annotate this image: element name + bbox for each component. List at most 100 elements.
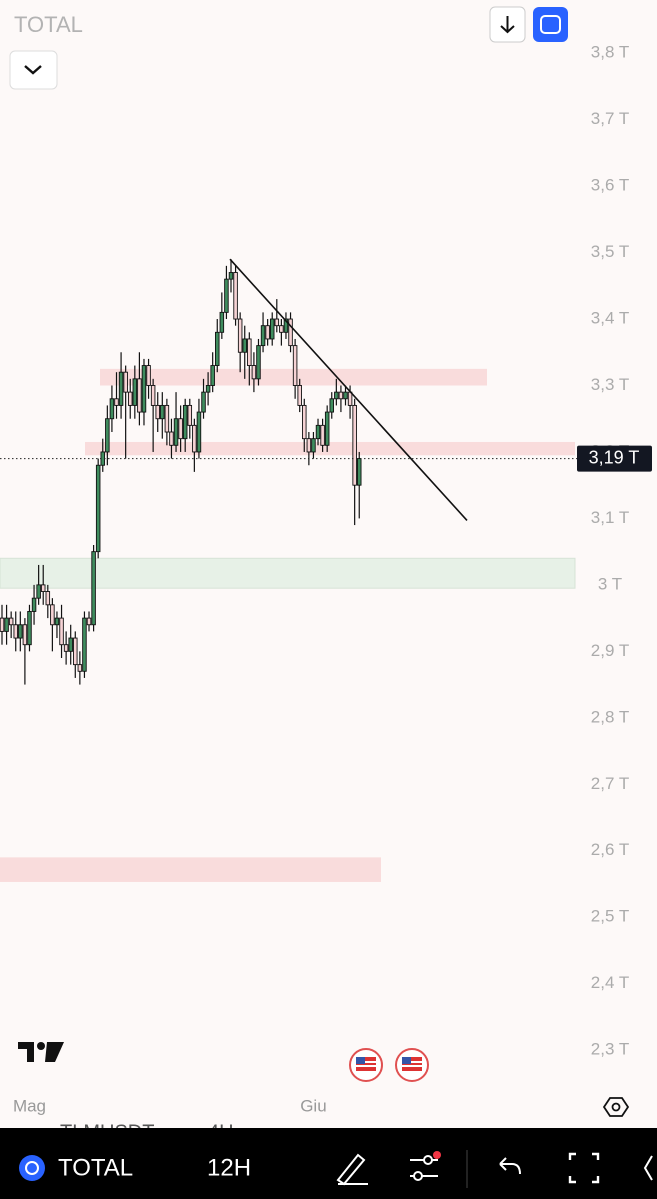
candle-body: [228, 272, 234, 280]
y-tick-label: 3,8 T: [591, 43, 629, 62]
candle-body: [95, 464, 101, 553]
candle-body: [22, 624, 28, 646]
dropdown-button[interactable]: [9, 50, 58, 90]
zone: [0, 857, 381, 882]
candle-body: [233, 272, 238, 320]
y-tick-label: 2,4 T: [591, 973, 629, 992]
y-tick-label: 3,1 T: [591, 508, 629, 527]
candle-body: [251, 365, 257, 380]
candle-body: [150, 385, 156, 406]
candle-body: [50, 604, 55, 626]
candle-body: [132, 378, 138, 406]
y-tick-label: 2,3 T: [591, 1040, 629, 1059]
candle-body: [196, 411, 202, 453]
y-tick-label: 3,4 T: [591, 309, 629, 328]
candle-body: [205, 385, 211, 393]
overlay: 3,19 T: [0, 258, 652, 521]
y-tick-label: 2,9 T: [591, 641, 629, 660]
candle-body: [288, 318, 293, 347]
candle-body: [343, 391, 348, 400]
candle-body: [292, 345, 298, 386]
candle-body: [73, 637, 78, 666]
last-price-badge: [577, 445, 652, 472]
candle-body: [118, 371, 124, 406]
candle-body: [315, 424, 321, 440]
zone: [85, 441, 575, 456]
candle-body: [54, 617, 60, 626]
last-price-label: 3,19 T: [589, 447, 640, 467]
event-flag[interactable]: [349, 1048, 383, 1082]
candle-body: [279, 325, 284, 333]
candle-body: [334, 391, 339, 400]
candle-body: [59, 617, 64, 646]
candle-body: [242, 338, 247, 353]
candle-body: [224, 278, 229, 313]
candle-body: [182, 404, 188, 440]
candle-body: [311, 438, 316, 453]
candle-body: [215, 331, 220, 366]
download-button[interactable]: [489, 6, 526, 43]
candle-body: [173, 418, 179, 446]
candle-body: [127, 391, 133, 406]
candle-body: [192, 424, 197, 453]
y-tick-label: 2,6 T: [591, 840, 629, 859]
y-tick-label: 2,8 T: [591, 707, 629, 726]
candle-body: [297, 385, 302, 406]
y-tick-label: 2,7 T: [591, 774, 629, 793]
y-tick-label: 3,6 T: [591, 176, 629, 195]
candle-body: [164, 404, 170, 433]
candle-body: [265, 325, 270, 340]
candle-body: [324, 411, 330, 446]
candle-body: [274, 318, 280, 327]
candle-body: [141, 365, 147, 413]
candle-body: [36, 584, 41, 599]
settings-button[interactable]: [602, 1097, 630, 1117]
y-tick-label: 3 T: [598, 574, 622, 593]
candle-body: [169, 431, 174, 446]
candles: [0, 259, 362, 685]
candle-body: [306, 438, 312, 453]
candle-body: [82, 617, 87, 672]
y-tick-label: 2,5 T: [591, 907, 629, 926]
axis: 3,8 T3,7 T3,6 T3,5 T3,4 T3,3 T3,2 T3,1 T…: [13, 43, 629, 1116]
candle-body: [18, 624, 23, 639]
candle-body: [0, 617, 5, 632]
candle-body: [77, 664, 83, 672]
candle-body: [123, 371, 128, 393]
candle-body: [247, 338, 252, 366]
candle-body: [201, 391, 206, 413]
event-flag[interactable]: [395, 1048, 429, 1082]
candle-body: [283, 318, 289, 333]
toolbar-interval[interactable]: 12H: [207, 1154, 251, 1181]
candle-body: [146, 365, 151, 386]
candle-body: [31, 597, 37, 612]
toolbar-symbol[interactable]: TOTAL: [58, 1154, 133, 1181]
candle-body: [105, 418, 110, 453]
candle-body: [13, 624, 18, 639]
candle-body: [45, 591, 51, 606]
y-tick-label: 3,7 T: [591, 109, 629, 128]
chart-title: TOTAL: [14, 12, 83, 37]
candle-body: [8, 617, 14, 626]
candle-body: [160, 404, 165, 420]
candle-body: [269, 318, 275, 340]
candle-body: [187, 404, 193, 426]
y-tick-label: 3,3 T: [591, 375, 629, 394]
sync-button[interactable]: [533, 7, 568, 42]
candle-body: [178, 418, 183, 440]
candle-body: [4, 617, 9, 632]
trendline: [229, 258, 468, 521]
candle-body: [86, 617, 92, 626]
candle-body: [155, 404, 160, 420]
zone: [0, 557, 576, 589]
candle-body: [91, 551, 96, 626]
candle-body: [109, 398, 115, 420]
candle-body: [320, 424, 325, 446]
candle-body: [40, 584, 46, 592]
candle-body: [68, 637, 73, 652]
candle-body: [237, 318, 243, 353]
candle-body: [137, 378, 142, 413]
candle-body: [260, 325, 266, 347]
candle-body: [352, 404, 357, 486]
